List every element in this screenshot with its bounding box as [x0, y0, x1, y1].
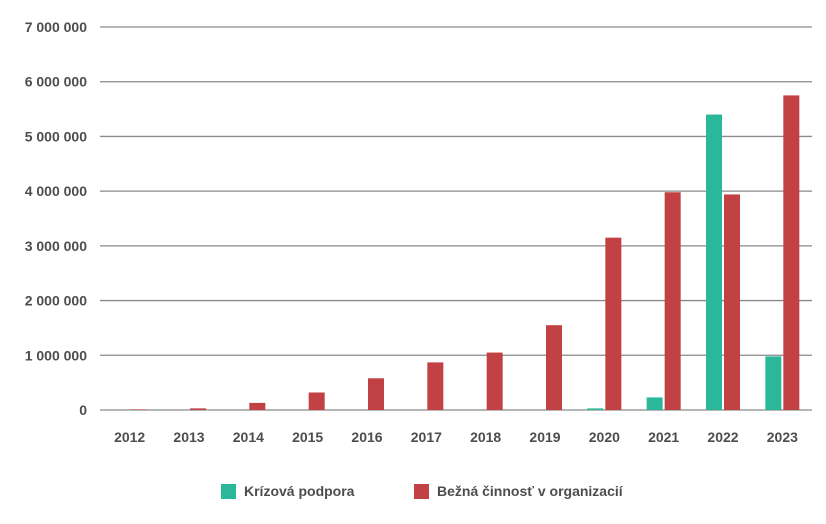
y-tick-label: 3 000 000 — [25, 238, 87, 254]
bar-crisis-support — [587, 408, 604, 410]
bar-regular-activity — [427, 362, 444, 410]
bar-chart: 0 1 000 000 2 000 000 3 000 000 4 000 000 5 0… — [25, 19, 812, 445]
y-tick-label: 2 000 000 — [25, 293, 87, 309]
bar-regular-activity — [249, 402, 266, 410]
y-tick-label: 6 000 000 — [25, 74, 87, 90]
bar-regular-activity — [486, 352, 503, 410]
y-tick-label: 4 000 000 — [25, 183, 87, 199]
x-tick-label: 2021 — [648, 429, 679, 445]
x-tick-label: 2014 — [233, 429, 264, 445]
x-axis: 2012 2013 2014 2015 2016 2017 2018 2019 2020 2021… — [114, 429, 798, 445]
x-tick-label: 2015 — [292, 429, 323, 445]
x-tick-label: 2023 — [767, 429, 798, 445]
bar-regular-activity — [130, 409, 147, 410]
bar-regular-activity — [783, 95, 800, 411]
x-tick-label: 2017 — [411, 429, 442, 445]
bar-regular-activity — [724, 194, 740, 410]
x-tick-label: 2022 — [707, 429, 738, 445]
legend-label: Bežná činnosť v organizacií — [437, 483, 623, 499]
bar-regular-activity — [664, 192, 681, 410]
y-tick-label: 5 000 000 — [25, 128, 87, 144]
bar-regular-activity — [546, 325, 562, 410]
legend: Krízová podpora Bežná činnosť v organiza… — [0, 483, 826, 507]
y-axis: 0 1 000 000 2 000 000 3 000 000 4 000 000 5 0… — [25, 19, 88, 418]
legend-item-crisis-support: Krízová podpora — [221, 483, 354, 499]
bar-crisis-support — [706, 114, 722, 411]
x-tick-label: 2018 — [470, 429, 501, 445]
bar-regular-activity — [308, 392, 325, 410]
bar-regular-activity — [190, 408, 206, 410]
y-tick-label: 1 000 000 — [25, 347, 87, 363]
bar-crisis-support — [646, 397, 663, 410]
y-tick-label: 7 000 000 — [25, 19, 87, 35]
legend-swatch-regular-activity — [414, 483, 429, 499]
legend-swatch-crisis-support — [221, 483, 236, 499]
x-tick-label: 2013 — [173, 429, 204, 445]
gridlines — [100, 26, 812, 411]
x-tick-label: 2019 — [529, 429, 560, 445]
x-tick-label: 2016 — [351, 429, 382, 445]
legend-label: Krízová podpora — [244, 483, 355, 499]
bar-regular-activity — [605, 237, 622, 410]
x-tick-label: 2020 — [589, 429, 620, 445]
bar-crisis-support — [765, 356, 782, 410]
x-tick-label: 2012 — [114, 429, 145, 445]
y-tick-label: 0 — [79, 402, 87, 418]
bars — [130, 95, 800, 411]
bar-regular-activity — [368, 378, 384, 410]
legend-item-regular-activity: Bežná činnosť v organizacií — [414, 483, 623, 499]
